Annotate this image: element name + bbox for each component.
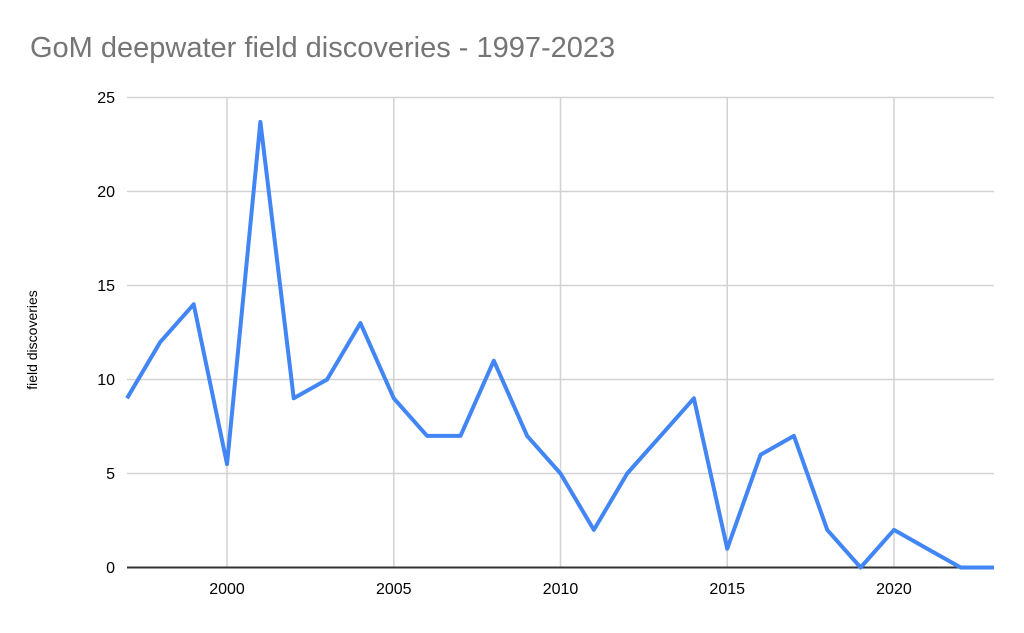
y-tick-label: 5: [106, 466, 115, 483]
tick-labels: 0 5 10 15 20 25 2000 2005 2010 2015 2020: [97, 90, 912, 598]
y-tick-label: 10: [97, 372, 115, 389]
chart-title: GoM deepwater field discoveries - 1997-2…: [30, 32, 615, 64]
y-axis-title: field discoveries: [24, 290, 40, 390]
x-tick-label: 2000: [209, 581, 245, 598]
gridlines: [127, 96, 994, 568]
x-tick-label: 2015: [709, 581, 745, 598]
x-tick-label: 2020: [876, 581, 912, 598]
y-tick-label: 0: [106, 560, 115, 577]
y-tick-label: 25: [97, 90, 115, 107]
y-tick-label: 20: [97, 184, 115, 201]
discoveries-line: [125, 119, 994, 570]
data-series: [125, 119, 994, 570]
y-tick-label: 15: [97, 278, 115, 295]
x-tick-label: 2010: [543, 581, 579, 598]
x-tick-label: 2005: [376, 581, 412, 598]
